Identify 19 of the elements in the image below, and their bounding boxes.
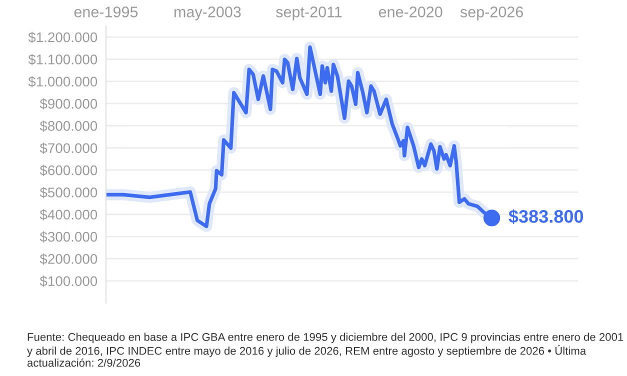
source-note: Fuente: Chequeado en base a IPC GBA entre enero de 1995 y diciembre del 2000, IPC 9 provincias entre enero de 2001 y abril de 2016, IPC INDEC entre mayo de 2016 y julio de 2026, REM entre agosto y septiembre de 2026 • Última actualización: 2/9/2026 (26, 332, 624, 367)
y-tick-label: $300.000 (40, 231, 98, 243)
y-tick-label: $400.000 (40, 209, 98, 220)
x-tick-label: may-2003 (174, 6, 241, 20)
y-tick-label: $900.000 (40, 98, 98, 110)
y-tick-label: $500.000 (40, 186, 98, 198)
y-tick-label: $1.200.000 (28, 32, 98, 44)
x-tick-label: sept-2011 (276, 6, 342, 20)
x-tick-label: sep-2026 (460, 6, 523, 20)
y-tick-label: $600.000 (40, 164, 98, 176)
y-tick-label: $1.100.000 (28, 54, 98, 66)
y-tick-label: $800.000 (40, 120, 98, 132)
y-tick-label: $1.000.000 (28, 76, 98, 88)
x-tick-label: ene-1995 (74, 6, 138, 18)
annotation: $383.800 (508, 209, 584, 224)
x-tick-label: ene-2020 (378, 6, 442, 18)
y-tick-label: $700.000 (40, 142, 98, 154)
y-tick-label: $200.000 (40, 253, 98, 265)
y-tick-label: $100.000 (40, 276, 98, 287)
